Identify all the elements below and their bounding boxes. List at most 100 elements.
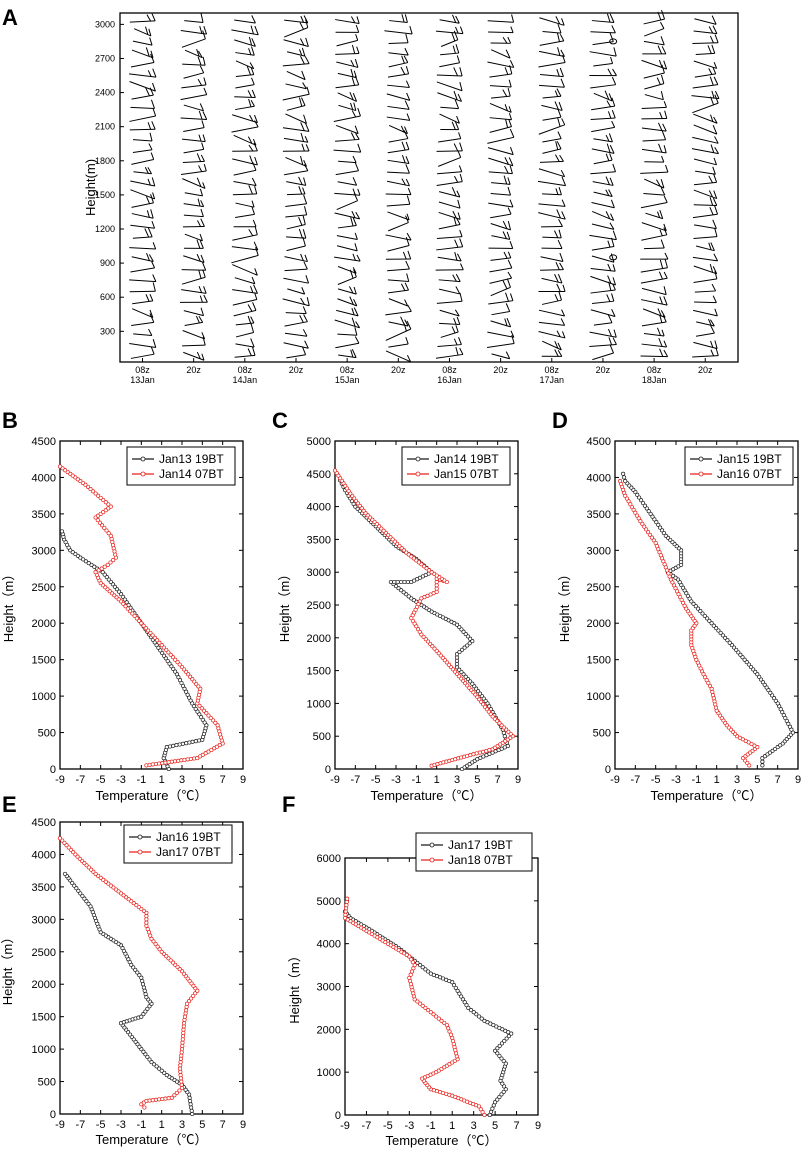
series-marker [652,517,657,522]
series-line [59,466,224,766]
wind-barb-flag [508,106,512,113]
wind-barb-staff [231,254,259,264]
wind-barb-staff [487,20,514,23]
wind-barb-flag [714,146,719,154]
wind-barb-staff [695,52,715,55]
wind-barb-flag [303,194,308,204]
wind-barb-staff [592,300,614,304]
wind-barb-flag [146,210,150,218]
x-tick-label: 5 [754,774,760,786]
wind-barb-flag [405,33,409,43]
wind-barb-flag [663,349,669,357]
y-tick-label: 0 [325,764,331,776]
wind-barb-flag [711,15,717,25]
wind-barb-staff [132,308,154,319]
series-marker [170,655,176,660]
y-tick-label: 1500 [32,655,56,667]
wind-barb-staff [695,170,716,175]
wind-barb-staff [387,159,410,165]
series-marker [618,479,623,484]
wind-barb-flag [714,34,719,43]
wind-barb-flag [302,82,307,89]
wind-barb-staff [440,39,458,47]
wind-barb-flag [451,32,456,42]
wind-barb-staff [436,236,463,239]
wind-barb-flag [555,261,560,270]
wind-barb-staff [693,113,718,124]
series-marker [474,1012,479,1017]
wind-barb-staff [590,31,616,34]
wind-barb-flag [248,98,252,108]
wind-barb-staff [641,287,667,296]
wind-barb-staff [282,127,310,132]
series-jan15-19bt [621,471,795,768]
wind-barb-flag [251,276,256,284]
wind-barb-staff [590,289,616,294]
wind-barb-flag [713,157,717,165]
wind-barb-flag [203,26,207,35]
wind-barb-staff [487,342,515,349]
series-marker [416,560,421,565]
wind-barb-staff [387,268,410,272]
series-marker [698,609,703,614]
wind-barb-flag [455,286,461,295]
wind-barb-flag [557,117,561,127]
wind-barb-flag [145,294,150,302]
wind-barb-staff [184,321,203,326]
wind-barb-staff [284,27,308,38]
x-tick-label: 1 [159,774,165,786]
wind-barb-flag [356,254,361,262]
wind-barb-staff [283,342,309,349]
series-marker [402,579,407,585]
series-marker [659,528,665,533]
x-tick-time: 20z [391,365,406,375]
wind-barb-flag [149,87,154,96]
series-marker [100,523,105,528]
wind-barb-staff [338,160,357,164]
series-marker [695,606,701,611]
wind-barb-flag [459,347,464,355]
wind-barb-flag [508,113,513,120]
y-tick-label: 4500 [32,436,56,448]
wind-barb-flag [612,277,616,286]
wind-barb-flag [714,308,718,317]
wind-barb-staff [591,223,615,230]
wind-barb-flag [561,199,566,207]
wind-barb-flag [402,251,407,260]
series-marker [193,706,198,711]
x-tick-date: 14Jan [233,375,258,385]
wind-barb-flag [303,114,307,124]
wind-barb-flag [557,131,562,139]
wind-barb-flag [298,97,303,107]
wind-barb-staff [180,94,207,101]
x-tick-label: -7 [630,774,640,786]
wind-barb-staff [440,52,459,56]
wind-barb-flag [454,252,458,261]
x-tick-label: 9 [535,1120,541,1132]
wind-barb-staff [489,277,512,284]
wind-barb-flag [609,222,615,230]
series-marker [501,1058,506,1064]
wind-barb-staff [337,266,357,274]
series-marker [700,611,705,616]
wind-barb-flag [252,219,257,227]
series-marker [157,1066,162,1071]
wind-barb-flag [453,318,457,325]
wind-barb-flag [506,318,512,328]
wind-barb-flag [607,263,612,272]
series-marker [155,944,160,949]
wind-barb-flag [613,329,617,338]
wind-barb-flag [452,14,457,23]
wind-barb-staff [282,298,310,307]
wind-barb-staff [387,105,410,110]
wind-barb-flag [558,291,562,301]
wind-barb-flag [561,331,566,339]
series-marker [141,1012,146,1017]
wind-barb-flag [246,66,252,76]
wind-barb-staff [489,103,512,113]
series-marker [661,530,666,536]
wind-barb-staff [641,234,667,241]
wind-barb-flag [150,152,155,160]
wind-barb-flag [353,307,359,317]
